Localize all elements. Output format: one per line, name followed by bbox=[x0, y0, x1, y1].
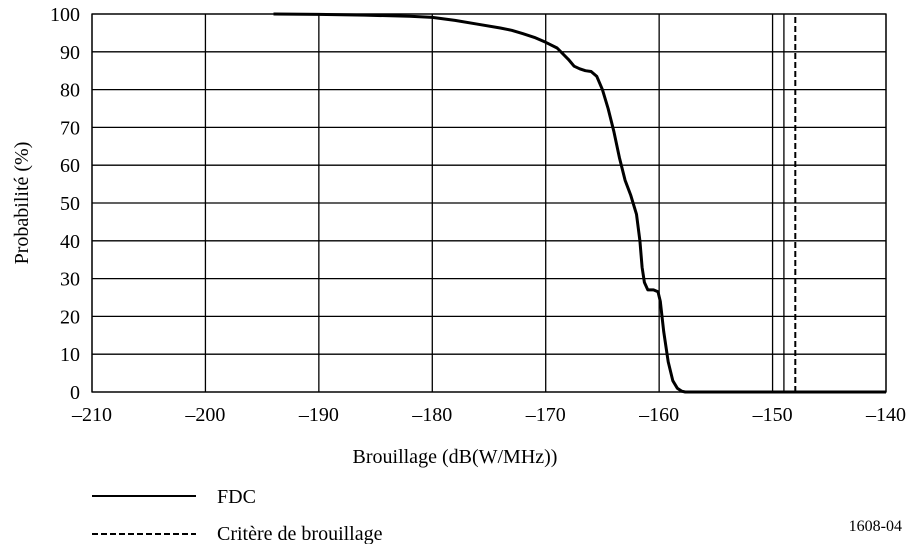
x-tick-label: –150 bbox=[752, 404, 793, 426]
y-tick-label: 30 bbox=[60, 269, 80, 291]
x-tick-label: –200 bbox=[184, 404, 225, 426]
y-tick-labels: 0 10 20 30 40 50 60 70 80 90 100 bbox=[50, 4, 80, 404]
x-axis-label: Brouillage (dB(W/MHz)) bbox=[353, 446, 558, 468]
legend: FDC Critère de brouillage bbox=[92, 486, 383, 544]
x-tick-label: –180 bbox=[411, 404, 452, 426]
x-tick-label: –190 bbox=[298, 404, 339, 426]
y-tick-label: 100 bbox=[50, 4, 80, 26]
y-tick-label: 90 bbox=[60, 42, 80, 64]
y-tick-label: 40 bbox=[60, 231, 80, 253]
figure-id: 1608-04 bbox=[849, 518, 902, 535]
legend-label-fdc: FDC bbox=[217, 486, 256, 508]
x-tick-label: –140 bbox=[865, 404, 906, 426]
y-tick-label: 0 bbox=[70, 382, 80, 404]
y-tick-label: 70 bbox=[60, 117, 80, 139]
series-line-fdc bbox=[273, 12, 886, 394]
x-tick-label: –170 bbox=[525, 404, 566, 426]
y-axis-label: Probabilité (%) bbox=[11, 142, 33, 265]
grid bbox=[91, 13, 887, 393]
y-tick-label: 10 bbox=[60, 344, 80, 366]
x-tick-label: –160 bbox=[638, 404, 679, 426]
x-tick-label: –210 bbox=[71, 404, 112, 426]
y-tick-label: 80 bbox=[60, 80, 80, 102]
y-tick-label: 50 bbox=[60, 193, 80, 215]
legend-label-critere: Critère de brouillage bbox=[217, 523, 383, 544]
series-layer bbox=[273, 12, 886, 394]
plot-frame bbox=[91, 13, 887, 393]
y-tick-label: 60 bbox=[60, 155, 80, 177]
y-tick-label: 20 bbox=[60, 306, 80, 328]
x-tick-labels: –210 –200 –190 –180 –170 –160 –150 –140 bbox=[71, 404, 906, 426]
